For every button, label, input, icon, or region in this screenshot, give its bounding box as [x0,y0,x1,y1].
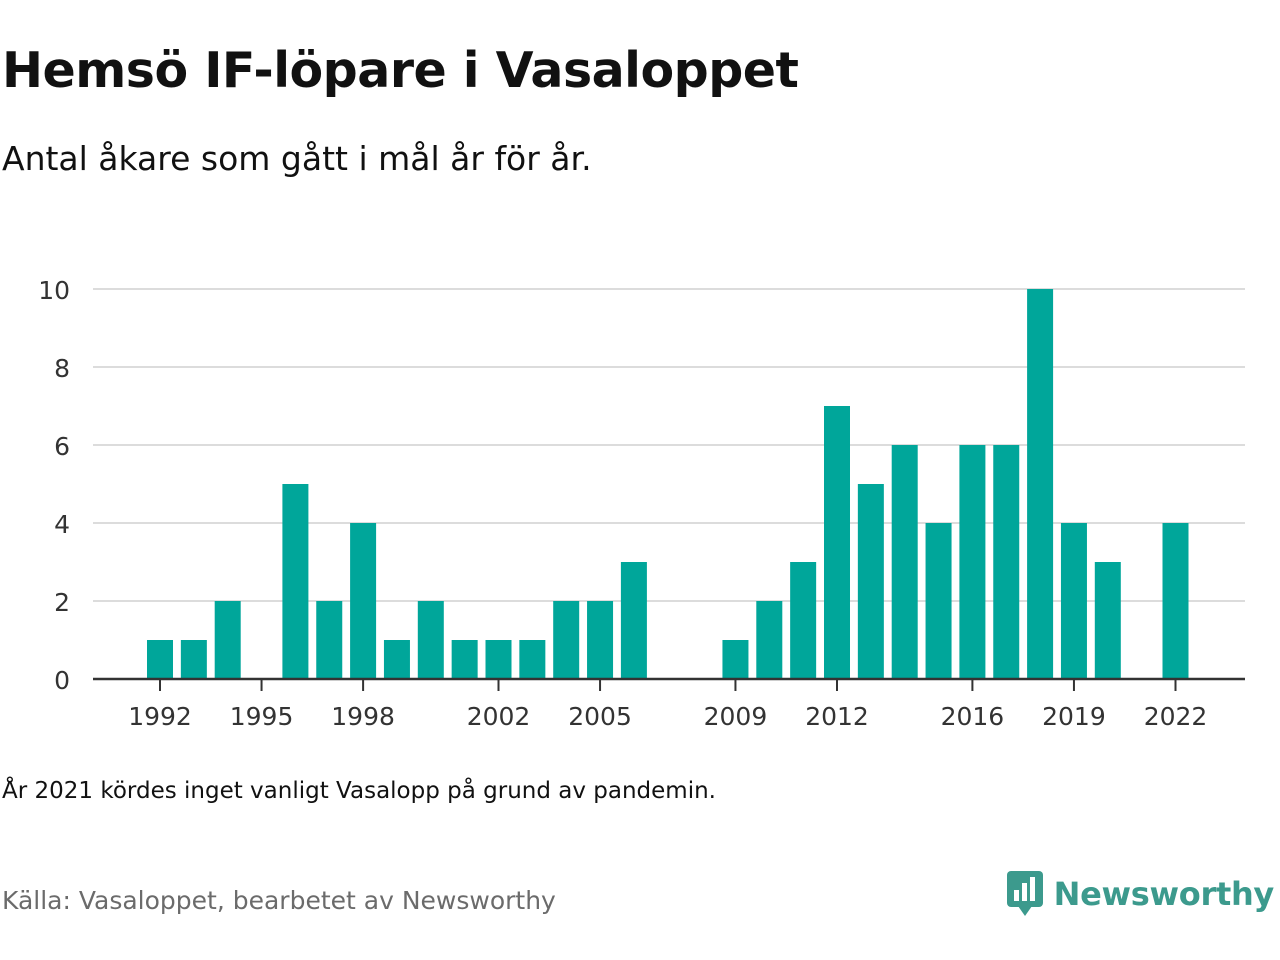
bar-chart: 0 2 4 6 8 10 1992 1995 1998 2002 2005 2009 2012 2016 2… [38,276,1245,731]
bar-2022 [1162,523,1189,679]
footnote: År 2021 kördes inget vanligt Vasalopp på… [2,778,716,804]
bar-2012 [824,406,850,679]
x-tick-label: 1998 [331,702,395,731]
x-tick-label: 2002 [467,702,531,731]
bar-2006 [620,562,647,679]
bar-2014 [891,445,918,679]
y-tick-label: 2 [54,588,70,617]
bar-2004 [553,601,580,679]
x-tick-label: 1992 [128,702,192,731]
bar-2002 [485,640,512,679]
bar-2010 [756,601,783,679]
bar-2011 [790,562,817,679]
newsworthy-logo-icon [1006,871,1043,916]
brand-name: Newsworthy [1053,875,1275,913]
x-tick-label: 2022 [1144,702,1208,731]
chart-subtitle: Antal åkare som gått i mål år för år. [2,139,592,178]
bar-1998 [350,523,377,679]
y-tick-label: 6 [54,432,70,461]
y-tick-label: 10 [38,276,70,305]
bar-2018 [1027,289,1054,679]
axes: 0 2 4 6 8 10 1992 1995 1998 2002 2005 2009 2012 2016 2… [38,276,1245,731]
chart-title: Hemsö IF-löpare i Vasaloppet [2,42,799,99]
source-credit: Källa: Vasaloppet, bearbetet av Newswort… [2,886,556,915]
bar-2020 [1094,562,1121,679]
bar-2016 [959,445,986,679]
bar-2019 [1060,523,1087,679]
x-tick-label: 2019 [1042,702,1106,731]
x-tick-label: 2016 [941,702,1005,731]
bar-1994 [214,601,241,679]
bars [147,289,1189,679]
x-tick-label: 2012 [805,702,869,731]
bar-1996 [282,484,309,679]
x-tick-label: 1995 [230,702,294,731]
bar-2017 [993,445,1020,679]
bar-2013 [857,484,884,679]
x-tick-label: 2005 [568,702,632,731]
brand: Newsworthy [1006,870,1274,918]
y-tick-label: 8 [54,354,70,383]
bar-2003 [519,640,546,679]
bar-2000 [417,601,444,679]
bar-2001 [451,640,478,679]
bar-1992 [147,640,173,679]
y-tick-label: 0 [54,666,70,695]
bar-2009 [722,640,749,679]
x-tick-label: 2009 [704,702,768,731]
bar-2015 [925,523,952,679]
y-tick-label: 4 [54,510,70,539]
bar-1997 [316,601,343,679]
bar-1993 [180,640,207,679]
bar-2005 [587,601,614,679]
bar-1999 [383,640,410,679]
